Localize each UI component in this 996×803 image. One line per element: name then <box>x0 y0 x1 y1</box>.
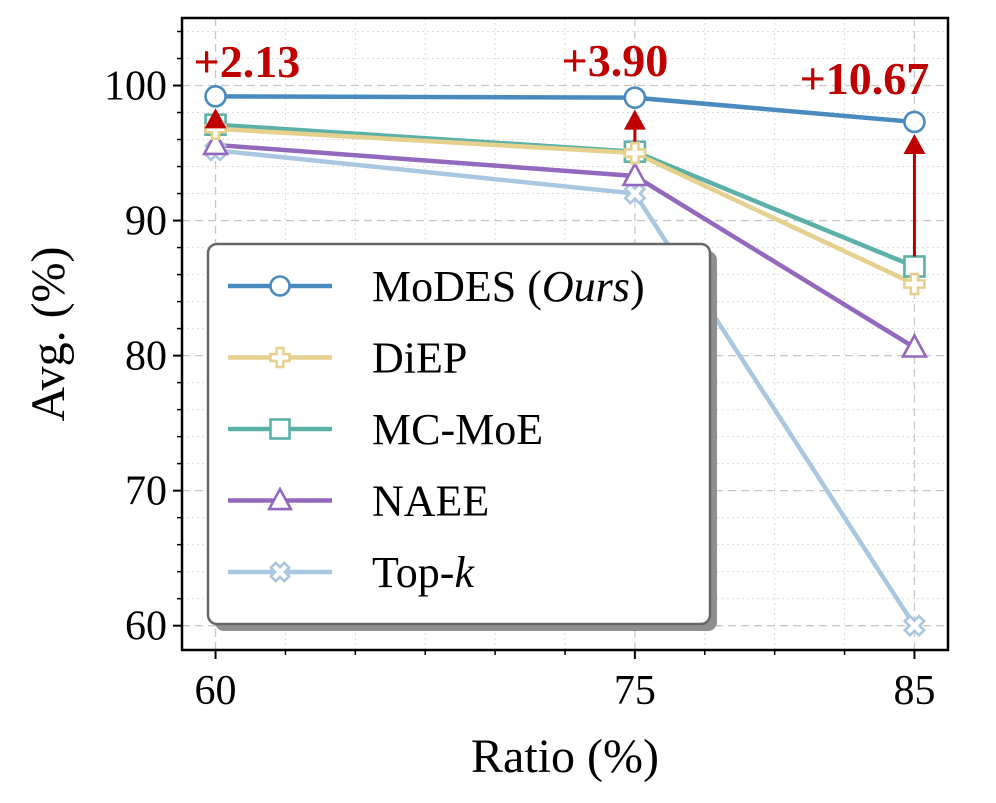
data-point-series-2 <box>623 141 647 165</box>
y-tick-label: 80 <box>125 334 167 380</box>
x-tick-label: 85 <box>893 668 935 714</box>
gain-label: +3.90 <box>562 35 669 86</box>
gain-arrow-head <box>204 108 227 129</box>
data-point-series-2 <box>903 272 926 296</box>
data-point-series-4 <box>900 332 929 358</box>
gain-arrow-head <box>903 133 926 154</box>
annotations: +2.13 +3.90 +10.67 <box>194 35 930 257</box>
x-tick-label: 60 <box>195 668 237 714</box>
legend-marker <box>269 561 291 583</box>
legend-marker <box>269 418 291 440</box>
gain-arrow-head <box>623 109 646 130</box>
y-tick-label: 100 <box>104 64 167 110</box>
data-point-series-1 <box>623 86 647 109</box>
x-axis-label: Ratio (%) <box>471 730 659 783</box>
data-point-series-1 <box>903 110 926 134</box>
legend-label: MoDES (Ours) <box>372 262 645 311</box>
legend: MoDES (Ours) DiEP MC-MoE NAEE Top-k <box>206 242 717 631</box>
legend-box <box>206 242 712 626</box>
legend-label: Top-k <box>372 548 475 597</box>
x-tick-label: 75 <box>614 668 656 714</box>
gain-label: +2.13 <box>194 36 301 87</box>
legend-marker <box>269 346 291 369</box>
y-tick-label: 60 <box>125 604 167 650</box>
y-axis-label: Avg. (%) <box>22 246 75 421</box>
legend-label: DiEP <box>372 334 467 383</box>
y-tick-label: 90 <box>125 199 167 245</box>
axes: 60 70 80 90 100 60 75 85 <box>104 30 935 714</box>
data-point-series-1 <box>204 85 227 108</box>
legend-marker <box>266 486 294 511</box>
legend-label: NAEE <box>372 477 489 526</box>
legend-marker <box>269 275 291 297</box>
gain-label: +10.67 <box>800 53 930 104</box>
legend-label: MC-MoE <box>372 405 543 454</box>
data-point-series-5 <box>902 614 926 638</box>
y-tick-label: 70 <box>125 469 167 515</box>
data-point-series-4 <box>201 130 230 156</box>
data-point-series-4 <box>621 161 649 187</box>
